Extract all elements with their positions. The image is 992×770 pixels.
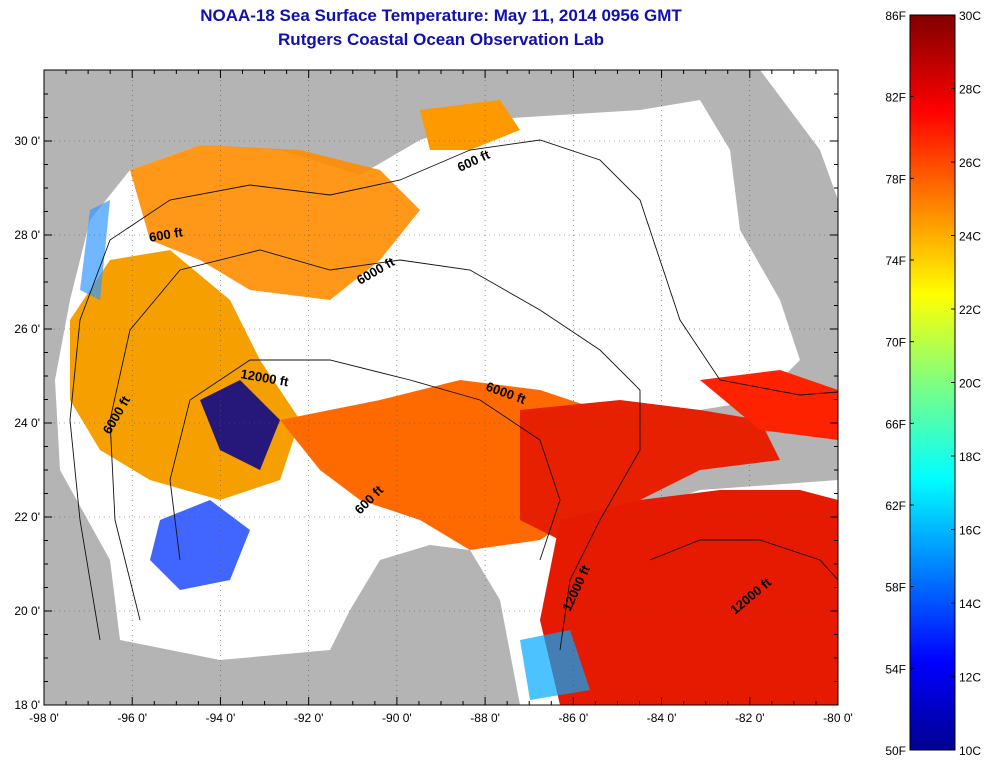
lon-tick-label: -98 0' [29, 711, 59, 725]
sst-patches [70, 100, 838, 705]
lon-tick-label: -86 0' [559, 711, 589, 725]
lat-tick-label: 28 0' [14, 228, 40, 242]
lon-tick-label: -92 0' [294, 711, 324, 725]
axis-ticks [43, 70, 839, 706]
fahrenheit-label: 62F [885, 499, 906, 513]
fahrenheit-label: 54F [885, 662, 906, 676]
lon-tick-labels: -98 0' -96 0' -94 0' -92 0' -90 0' -88 0' -86 … [29, 711, 853, 725]
lon-tick-label: -80 0' [823, 711, 853, 725]
fahrenheit-label: 66F [885, 417, 906, 431]
yucatan-land [340, 545, 520, 705]
fahrenheit-label: 86F [885, 9, 906, 23]
colorbar [909, 14, 956, 751]
fahrenheit-label: 78F [885, 172, 906, 186]
lat-tick-labels: 18 0' 20 0' 22 0' 24 0' 26 0' 28 0' 30 0' [14, 134, 40, 712]
lat-tick-label: 30 0' [14, 134, 40, 148]
celsius-label: 20C [959, 377, 981, 391]
celsius-label: 30C [959, 9, 981, 23]
celsius-label: 22C [959, 303, 981, 317]
fahrenheit-label: 82F [885, 91, 906, 105]
celsius-label: 28C [959, 83, 981, 97]
celsius-label: 12C [959, 671, 981, 685]
lon-tick-label: -94 0' [206, 711, 236, 725]
lat-lon-grid [44, 70, 838, 705]
fahrenheit-label: 74F [885, 254, 906, 268]
celsius-label: 24C [959, 230, 981, 244]
fahrenheit-labels: 86F 82F 78F 74F 70F 66F 62F 58F 54F 50F [885, 9, 906, 758]
lon-tick-label: -90 0' [382, 711, 412, 725]
map-subtitle: Rutgers Coastal Ocean Observation Lab [278, 30, 604, 49]
celsius-label: 18C [959, 450, 981, 464]
lat-tick-label: 22 0' [14, 510, 40, 524]
fahrenheit-label: 50F [885, 744, 906, 758]
lon-tick-label: -88 0' [470, 711, 500, 725]
celsius-label: 10C [959, 744, 981, 758]
fahrenheit-label: 70F [885, 336, 906, 350]
lat-tick-label: 24 0' [14, 416, 40, 430]
lon-tick-label: -82 0' [735, 711, 765, 725]
lon-tick-label: -84 0' [647, 711, 677, 725]
bathymetry-contours [69, 139, 838, 651]
celsius-label: 16C [959, 524, 981, 538]
contour-label: 600 ft [148, 224, 185, 245]
lat-tick-label: 18 0' [14, 698, 40, 712]
lat-tick-label: 26 0' [14, 322, 40, 336]
celsius-label: 14C [959, 597, 981, 611]
lon-tick-label: -96 0' [117, 711, 147, 725]
lat-tick-label: 20 0' [14, 604, 40, 618]
map-title: NOAA-18 Sea Surface Temperature: May 11,… [200, 6, 682, 25]
fahrenheit-label: 58F [885, 581, 906, 595]
celsius-label: 26C [959, 156, 981, 170]
celsius-labels: 30C 28C 26C 24C 22C 20C 18C 16C 14C 12C 10C [959, 9, 981, 758]
